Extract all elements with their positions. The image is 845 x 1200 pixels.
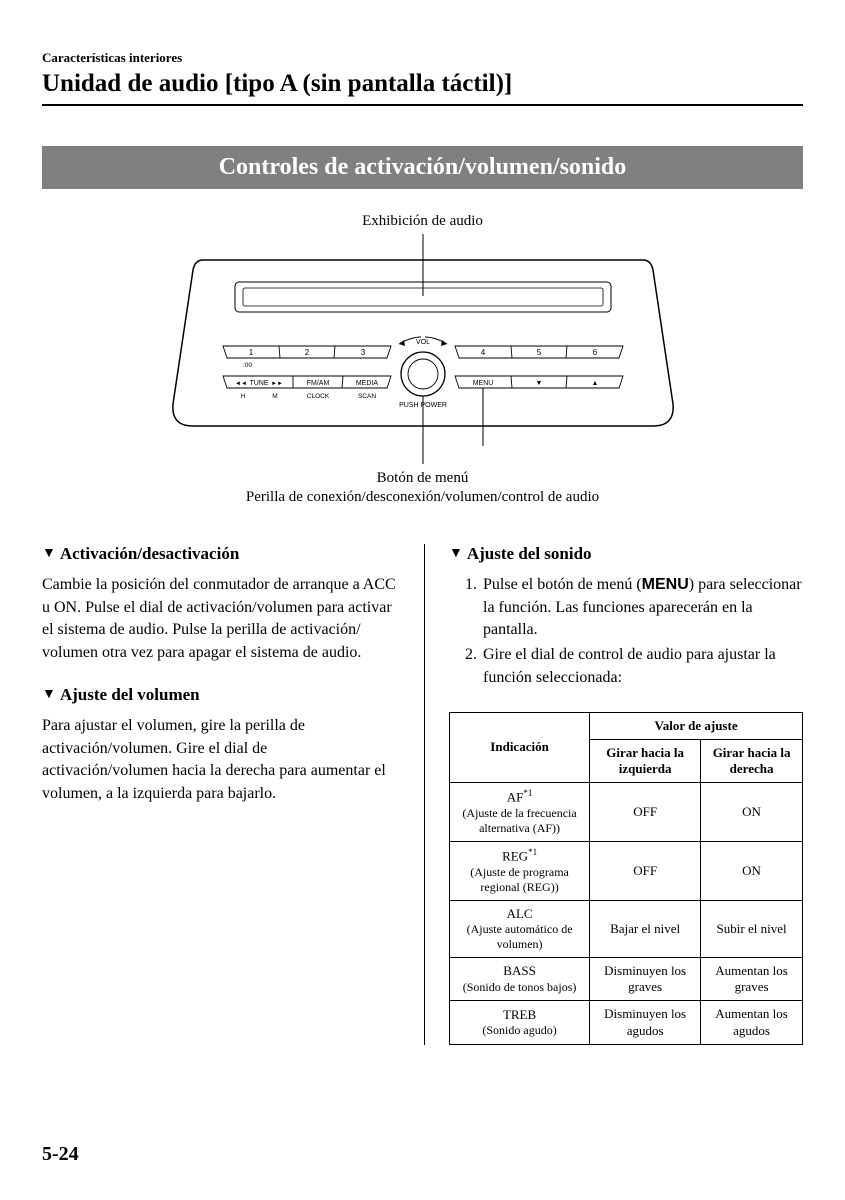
th-turn-left: Girar hacia la izquierda — [590, 739, 701, 783]
subhead-sound-text: Ajuste del sonido — [467, 544, 592, 564]
svg-text:MENU: MENU — [472, 380, 493, 387]
cell-indication: ALC(Ajuste automático de volumen) — [450, 900, 590, 957]
cell-indication: REG*1(Ajuste de programa regional (REG)) — [450, 841, 590, 900]
diagram-label-top: Exhibición de audio — [362, 213, 483, 230]
sound-step-2: Gire el dial de control de audio para aj… — [481, 644, 803, 689]
sound-steps: Pulse el botón de menú (MENU) para selec… — [449, 574, 803, 690]
preset-row-left: 1 2 3 :00 — [223, 346, 391, 369]
subhead-activation: ▼ Activación/desactivación — [42, 544, 396, 564]
diagram-label-menu: Botón de menú — [377, 470, 469, 487]
svg-text:▼: ▼ — [535, 380, 542, 387]
cell-indication: TREB(Sonido agudo) — [450, 1001, 590, 1045]
cell-right: Subir el nivel — [701, 900, 803, 957]
cell-left: OFF — [590, 841, 701, 900]
triangle-icon: ▼ — [42, 546, 56, 562]
svg-text:3: 3 — [360, 348, 365, 357]
cell-right: ON — [701, 841, 803, 900]
volume-paragraph: Para ajustar el volumen, gire la perilla… — [42, 715, 396, 806]
subhead-activation-text: Activación/desactivación — [60, 544, 239, 564]
cell-left: Disminuyen los graves — [590, 957, 701, 1001]
row2-right: MENU ▼ ▲ — [455, 376, 623, 388]
content-columns: ▼ Activación/desactivación Cambie la pos… — [42, 544, 803, 1045]
breadcrumb: Características interiores — [42, 50, 803, 66]
svg-text:SCAN: SCAN — [357, 393, 375, 400]
audio-unit-diagram: Exhibición de audio VOL PUSH POWER 1 2 3… — [42, 213, 803, 506]
subhead-volume: ▼ Ajuste del volumen — [42, 685, 396, 705]
cell-right: ON — [701, 783, 803, 842]
page-header: Características interiores Unidad de aud… — [42, 50, 803, 106]
audio-unit-svg: VOL PUSH POWER 1 2 3 :00 4 5 6 — [143, 234, 703, 464]
vol-label: VOL — [415, 339, 429, 346]
svg-text:TUNE: TUNE — [249, 380, 268, 387]
row2-left: ◄◄ TUNE ►► FM/AM MEDIA H M CLOCK SCAN — [223, 376, 391, 400]
cell-left: Bajar el nivel — [590, 900, 701, 957]
svg-text:1: 1 — [248, 348, 253, 357]
svg-text:MEDIA: MEDIA — [355, 380, 378, 387]
cell-left: OFF — [590, 783, 701, 842]
diagram-label-knob: Perilla de conexión/desconexión/volumen/… — [246, 489, 599, 506]
svg-text:▲: ▲ — [591, 380, 598, 387]
cell-left: Disminuyen los agudos — [590, 1001, 701, 1045]
svg-text:CLOCK: CLOCK — [306, 393, 329, 400]
cell-right: Aumentan los agudos — [701, 1001, 803, 1045]
page-title: Unidad de audio [tipo A (sin pantalla tá… — [42, 70, 803, 106]
svg-text:►►: ►► — [271, 381, 283, 387]
svg-text::00: :00 — [243, 362, 252, 369]
table-row: REG*1(Ajuste de programa regional (REG))… — [450, 841, 803, 900]
preset-row-right: 4 5 6 — [455, 346, 623, 358]
adjustment-table: Indicación Valor de ajuste Girar hacia l… — [449, 712, 803, 1045]
th-turn-right: Girar hacia la derecha — [701, 739, 803, 783]
subhead-sound: ▼ Ajuste del sonido — [449, 544, 803, 564]
left-column: ▼ Activación/desactivación Cambie la pos… — [42, 544, 396, 1045]
triangle-icon: ▼ — [449, 546, 463, 562]
table-row: ALC(Ajuste automático de volumen)Bajar e… — [450, 900, 803, 957]
triangle-icon: ▼ — [42, 687, 56, 703]
svg-text:M: M — [272, 393, 277, 400]
activation-paragraph: Cambie la posición del conmutador de arr… — [42, 574, 396, 665]
cell-indication: AF*1(Ajuste de la frecuencia alternativa… — [450, 783, 590, 842]
sound-step-1: Pulse el botón de menú (MENU) para selec… — [481, 574, 803, 642]
table-row: TREB(Sonido agudo)Disminuyen los agudosA… — [450, 1001, 803, 1045]
svg-text:6: 6 — [592, 348, 597, 357]
cell-right: Aumentan los graves — [701, 957, 803, 1001]
svg-text:4: 4 — [480, 348, 485, 357]
menu-bold-label: MENU — [642, 576, 689, 593]
svg-text:2: 2 — [304, 348, 309, 357]
section-banner: Controles de activación/volumen/sonido — [42, 146, 803, 189]
svg-text:H: H — [240, 393, 245, 400]
table-row: AF*1(Ajuste de la frecuencia alternativa… — [450, 783, 803, 842]
th-value-span: Valor de ajuste — [590, 712, 803, 739]
svg-text:FM/AM: FM/AM — [306, 380, 329, 387]
subhead-volume-text: Ajuste del volumen — [60, 685, 200, 705]
th-indication: Indicación — [450, 712, 590, 783]
svg-text:5: 5 — [536, 348, 541, 357]
table-row: BASS(Sonido de tonos bajos)Disminuyen lo… — [450, 957, 803, 1001]
right-column: ▼ Ajuste del sonido Pulse el botón de me… — [424, 544, 803, 1045]
svg-text:◄◄: ◄◄ — [235, 381, 247, 387]
cell-indication: BASS(Sonido de tonos bajos) — [450, 957, 590, 1001]
page-number: 5-24 — [42, 1143, 79, 1166]
